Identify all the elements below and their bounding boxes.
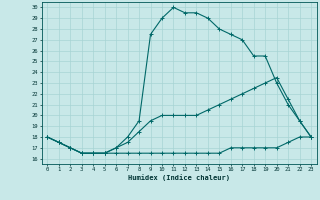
- X-axis label: Humidex (Indice chaleur): Humidex (Indice chaleur): [128, 174, 230, 181]
